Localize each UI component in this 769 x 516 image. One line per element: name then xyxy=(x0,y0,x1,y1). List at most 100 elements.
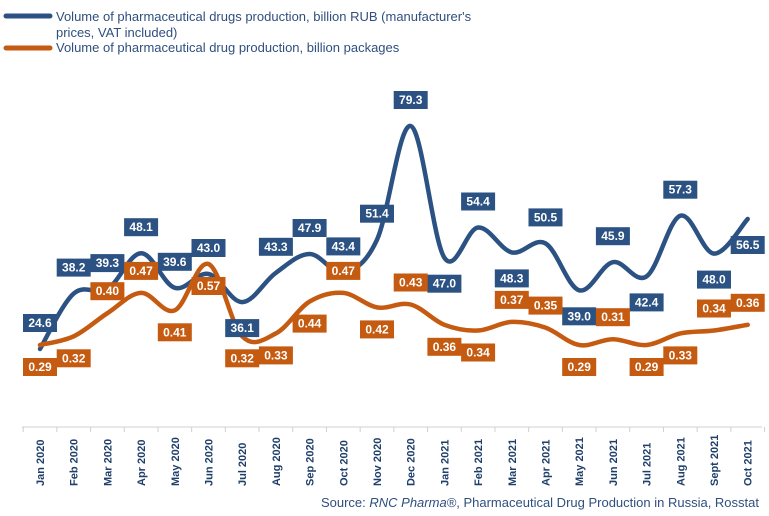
data-label-rub: 43.3 xyxy=(258,237,293,256)
data-label-packages: 0.34 xyxy=(697,299,731,318)
data-label-box xyxy=(326,237,361,256)
data-label-text: 54.4 xyxy=(466,195,490,209)
data-label-packages: 0.36 xyxy=(730,293,765,312)
data-label-rub: 48.0 xyxy=(697,270,731,289)
data-label-text: 45.9 xyxy=(601,229,625,243)
data-label-text: 48.0 xyxy=(702,273,726,287)
x-tick-label: Mar 2020 xyxy=(102,439,114,486)
legend: Volume of pharmaceutical drugs productio… xyxy=(3,9,472,55)
x-tick-label: Apr 2021 xyxy=(541,440,553,486)
data-label-box xyxy=(258,346,293,365)
data-label-text: 0.33 xyxy=(264,348,288,362)
data-label-text: 39.6 xyxy=(163,255,187,269)
data-label-rub: 79.3 xyxy=(393,91,428,109)
data-label-text: 0.33 xyxy=(669,348,693,362)
data-label-box xyxy=(90,254,125,273)
data-label-text: 0.35 xyxy=(534,299,558,313)
data-label-box xyxy=(360,320,394,339)
data-label-rub: 43.0 xyxy=(191,239,226,257)
x-tick-label: Sept 2021 xyxy=(709,435,721,486)
data-label-box xyxy=(90,282,125,301)
legend-item-rub[interactable]: Volume of pharmaceutical drugs productio… xyxy=(3,9,472,40)
data-label-packages: 0.29 xyxy=(629,358,664,376)
data-label-box xyxy=(56,258,91,277)
data-label-packages: 0.57 xyxy=(191,277,226,295)
data-label-packages: 0.42 xyxy=(360,320,394,339)
data-label-box xyxy=(461,343,496,362)
data-label-text: 43.4 xyxy=(332,239,356,253)
data-label-text: 47.0 xyxy=(433,277,457,291)
x-tick-label: Jun 2020 xyxy=(204,439,216,486)
data-label-box xyxy=(225,319,260,338)
data-label-rub: 39.6 xyxy=(157,252,192,271)
legend-label-rub: Volume of pharmaceutical drugs productio… xyxy=(56,9,472,24)
data-label-packages: 0.47 xyxy=(326,261,361,280)
data-label-text: 0.31 xyxy=(601,310,625,324)
data-label-text: 0.37 xyxy=(500,293,524,307)
legend-label-packages: Volume of pharmaceutical drug production… xyxy=(56,40,400,55)
data-label-packages: 0.32 xyxy=(225,349,260,368)
data-label-text: 43.3 xyxy=(264,240,288,254)
x-tick-label: May 2021 xyxy=(574,437,586,486)
x-tick-label: Oct 2021 xyxy=(743,440,755,486)
data-label-box xyxy=(562,307,597,326)
data-label-box xyxy=(663,180,698,199)
x-tick-label: Aug 2021 xyxy=(675,437,687,486)
data-label-text: 43.0 xyxy=(197,241,221,255)
data-label-packages: 0.33 xyxy=(663,346,698,365)
data-label-rub: 39.3 xyxy=(90,254,125,273)
x-tick-label: Nov 2020 xyxy=(372,438,384,486)
data-label-text: 0.43 xyxy=(399,276,423,290)
data-label-box xyxy=(528,296,563,315)
data-label-text: 48.1 xyxy=(129,220,153,234)
data-label-text: 48.3 xyxy=(500,271,524,285)
data-label-box xyxy=(562,358,597,376)
data-label-box xyxy=(494,269,529,288)
x-tick-label: Oct 2020 xyxy=(338,440,350,486)
data-label-text: 56.5 xyxy=(736,238,760,252)
data-label-packages: 0.47 xyxy=(124,261,159,280)
data-label-box xyxy=(292,314,327,333)
data-label-text: 0.47 xyxy=(129,264,153,278)
data-label-text: 51.4 xyxy=(365,207,389,221)
data-label-box xyxy=(124,218,159,237)
x-tick-label: Jul 2021 xyxy=(642,443,654,486)
source-prefix: Source: xyxy=(320,495,370,510)
legend-item-packages[interactable]: Volume of pharmaceutical drug production… xyxy=(3,40,400,55)
data-label-box xyxy=(191,277,226,295)
x-tick-label: May 2020 xyxy=(170,437,182,486)
data-label-box xyxy=(23,314,57,332)
data-labels: 24.6 38.2 39.3 48.1 39.6 43.0 36.1 43.3 47.9 43.4… xyxy=(23,91,765,376)
x-tick-label: Jun 2021 xyxy=(608,439,620,486)
data-label-packages: 0.33 xyxy=(258,346,293,365)
data-label-packages: 0.41 xyxy=(157,323,192,342)
data-label-box xyxy=(23,358,57,376)
data-label-rub: 39.0 xyxy=(562,307,597,326)
data-label-packages: 0.43 xyxy=(393,273,428,292)
data-label-text: 0.32 xyxy=(62,351,86,365)
data-label-text: 39.0 xyxy=(568,309,592,323)
data-label-text: 0.36 xyxy=(736,296,760,310)
x-axis: Jan 2020 Feb 2020 Mar 2020 Apr 2020 May 2020… xyxy=(22,427,766,486)
data-label-packages: 0.40 xyxy=(90,282,125,301)
data-label-text: 0.57 xyxy=(197,279,221,293)
data-label-rub: 43.4 xyxy=(326,237,361,256)
data-label-box xyxy=(427,274,462,293)
source-suffix: , Pharmaceutical Drug Production in Russ… xyxy=(456,495,759,510)
data-label-packages: 0.44 xyxy=(292,314,327,333)
data-label-text: 39.3 xyxy=(96,256,120,270)
data-label-text: 36.1 xyxy=(231,321,255,335)
data-label-box xyxy=(360,204,394,223)
data-label-text: 0.34 xyxy=(702,302,726,316)
data-label-text: 38.2 xyxy=(62,261,86,275)
data-label-rub: 51.4 xyxy=(360,204,394,223)
x-tick-label: Feb 2020 xyxy=(69,439,81,486)
data-label-rub: 54.4 xyxy=(461,192,496,211)
data-label-rub: 56.5 xyxy=(730,236,765,254)
data-label-text: 0.47 xyxy=(332,264,356,278)
data-label-text: 0.34 xyxy=(466,346,490,360)
series-line-packages xyxy=(37,261,750,348)
data-label-text: 0.29 xyxy=(635,360,659,374)
data-label-rub: 38.2 xyxy=(56,258,91,277)
